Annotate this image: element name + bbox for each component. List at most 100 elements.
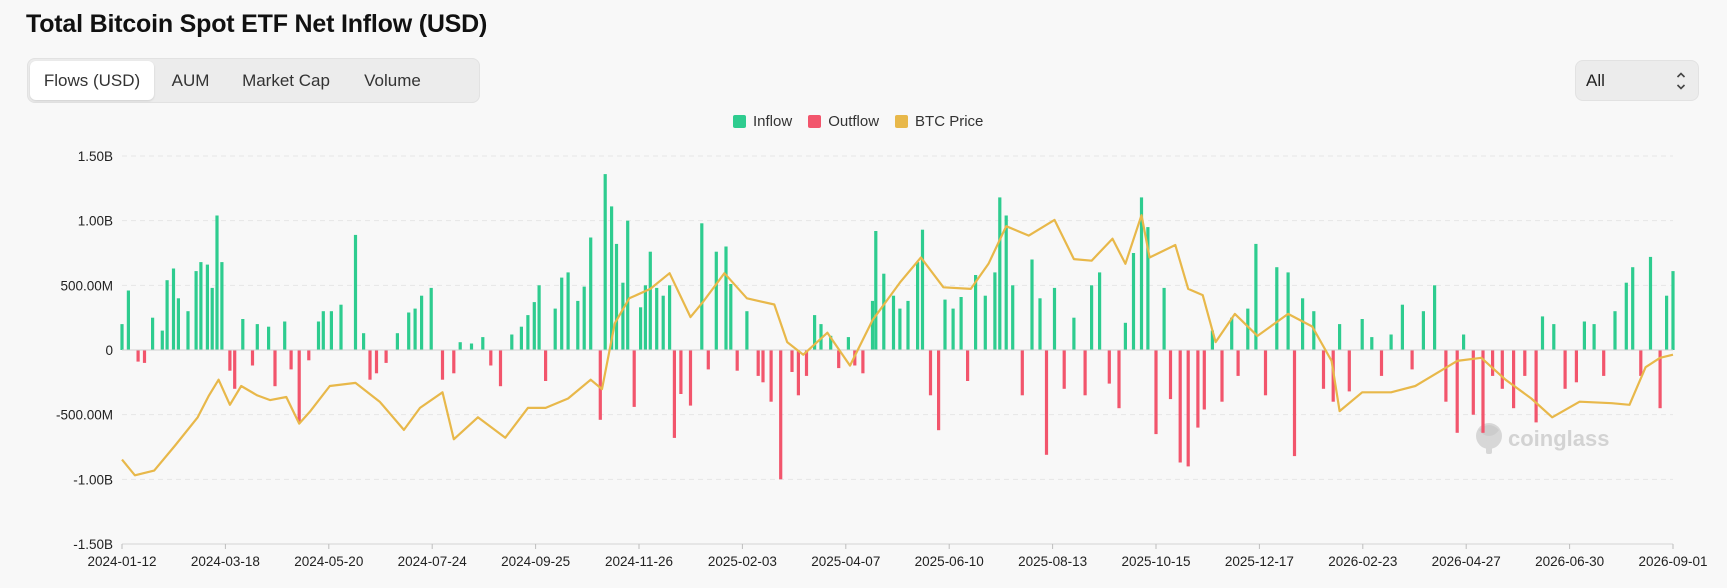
outflow-bar bbox=[489, 350, 493, 366]
outflow-bar bbox=[1500, 350, 1504, 389]
inflow-bar bbox=[700, 223, 704, 350]
outflow-bar bbox=[1202, 350, 1206, 410]
inflow-bar bbox=[1090, 285, 1094, 350]
outflow-bar bbox=[1491, 350, 1495, 376]
outflow-bar bbox=[1292, 350, 1297, 457]
inflow-bar bbox=[643, 285, 647, 350]
inflow-bar bbox=[891, 295, 896, 350]
range-select[interactable]: All bbox=[1575, 60, 1699, 101]
outflow-bar bbox=[136, 350, 140, 362]
y-tick-label: -500.00M bbox=[56, 408, 113, 423]
outflow-bar bbox=[1044, 350, 1049, 455]
outflow-bar bbox=[1083, 350, 1087, 396]
x-tick-label: 2025-12-17 bbox=[1225, 554, 1294, 569]
tab-aum[interactable]: AUM bbox=[171, 70, 210, 90]
outflow-bar bbox=[289, 350, 293, 370]
inflow-bar bbox=[171, 268, 176, 350]
inflow-bar bbox=[983, 295, 987, 350]
inflow-bar bbox=[943, 299, 947, 350]
legend-item-inflow[interactable]: Inflow bbox=[733, 113, 792, 130]
watermark-text: coinglass bbox=[1508, 426, 1609, 451]
outflow-bar bbox=[1020, 350, 1024, 396]
y-tick-label: 500.00M bbox=[60, 278, 113, 293]
outflow-bar bbox=[861, 350, 865, 374]
inflow-bar bbox=[906, 300, 910, 350]
inflow-bar bbox=[481, 337, 485, 350]
inflow-bar bbox=[819, 324, 823, 350]
inflow-bar bbox=[1011, 285, 1015, 350]
legend-label-outflow: Outflow bbox=[828, 113, 880, 130]
outflow-bar bbox=[790, 350, 794, 372]
inflow-bar bbox=[621, 282, 625, 350]
inflow-bar bbox=[532, 302, 536, 350]
outflow-bar bbox=[796, 350, 800, 396]
inflow-bar bbox=[745, 311, 749, 350]
inflow-bar bbox=[215, 215, 219, 350]
y-tick-label: 1.50B bbox=[78, 149, 113, 164]
outflow-bar bbox=[837, 350, 841, 369]
outflow-bar bbox=[1263, 350, 1268, 396]
outflow-bar bbox=[228, 350, 232, 371]
inflow-bar bbox=[126, 290, 130, 350]
inflow-bar bbox=[1210, 330, 1214, 350]
inflow-bar bbox=[1433, 285, 1437, 350]
inflow-bar bbox=[1592, 324, 1596, 350]
outflow-bar bbox=[1178, 350, 1182, 463]
outflow-bar bbox=[384, 350, 388, 363]
btc-price-line bbox=[121, 214, 1674, 477]
x-tick-label: 2024-03-18 bbox=[191, 554, 260, 569]
inflow-bar bbox=[165, 280, 169, 350]
legend-label-btc-price: BTC Price bbox=[915, 113, 984, 130]
inflow-bar bbox=[362, 333, 366, 350]
outflow-bar bbox=[1321, 350, 1326, 389]
legend-item-btc-price[interactable]: BTC Price bbox=[895, 113, 983, 130]
y-tick-label: 1.00B bbox=[78, 214, 113, 229]
x-tick-label: 2024-01-12 bbox=[87, 554, 156, 569]
inflow-bar bbox=[1613, 311, 1617, 350]
outflow-bar bbox=[307, 350, 311, 361]
inflow-bar bbox=[321, 311, 325, 350]
x-tick-label: 2025-08-13 bbox=[1018, 554, 1087, 569]
inflow-bar bbox=[458, 342, 462, 350]
inflow-bar bbox=[1052, 287, 1057, 350]
outflow-bar bbox=[804, 350, 809, 376]
legend-item-outflow[interactable]: Outflow bbox=[808, 113, 879, 130]
outflow-bar bbox=[672, 350, 676, 438]
inflow-bar bbox=[974, 275, 978, 350]
inflow-bar bbox=[220, 262, 224, 350]
inflow-bar bbox=[882, 273, 886, 350]
inflow-bar bbox=[1301, 298, 1305, 350]
inflow-bar bbox=[920, 229, 925, 350]
outflow-bar bbox=[966, 350, 970, 381]
chart-legend: Inflow Outflow BTC Price bbox=[733, 113, 983, 130]
inflow-bar bbox=[553, 308, 557, 350]
outflow-bar bbox=[1117, 350, 1121, 409]
inflow-bar bbox=[655, 287, 659, 350]
outflow-bar bbox=[1658, 350, 1662, 409]
inflow-bar bbox=[951, 308, 955, 350]
inflow-bar bbox=[576, 300, 580, 350]
inflow-bar bbox=[1631, 267, 1635, 350]
inflow-bar bbox=[407, 312, 411, 350]
inflow-bar bbox=[829, 335, 833, 350]
outflow-bar bbox=[1574, 350, 1578, 383]
outflow-bar bbox=[598, 350, 602, 420]
outflow-bar bbox=[761, 350, 765, 383]
y-axis: 1.50B 1.00B 500.00M 0 -500.00M -1.00B -1.50B bbox=[56, 149, 113, 552]
inflow-bar bbox=[1552, 324, 1556, 350]
outflow-bar bbox=[1154, 350, 1158, 435]
inflow-bar bbox=[1400, 304, 1404, 350]
tab-volume[interactable]: Volume bbox=[364, 70, 421, 90]
inflow-bar bbox=[729, 284, 733, 350]
inflow-bar bbox=[329, 311, 333, 350]
inflow-bar bbox=[510, 334, 514, 350]
tab-market-cap[interactable]: Market Cap bbox=[242, 70, 330, 90]
y-tick-label: -1.00B bbox=[73, 472, 113, 487]
tab-flows[interactable]: Flows (USD) bbox=[30, 61, 154, 100]
inflow-bar bbox=[519, 326, 523, 350]
inflow-bar bbox=[283, 321, 287, 350]
inflow-bar bbox=[1540, 316, 1545, 350]
inflow-bar bbox=[199, 262, 203, 350]
inflow-bar bbox=[1162, 287, 1166, 350]
